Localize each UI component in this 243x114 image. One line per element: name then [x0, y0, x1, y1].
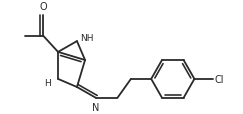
Text: N: N	[92, 102, 100, 112]
Text: O: O	[39, 2, 47, 12]
Text: NH: NH	[80, 33, 93, 42]
Text: Cl: Cl	[215, 74, 224, 84]
Text: H: H	[44, 79, 51, 88]
